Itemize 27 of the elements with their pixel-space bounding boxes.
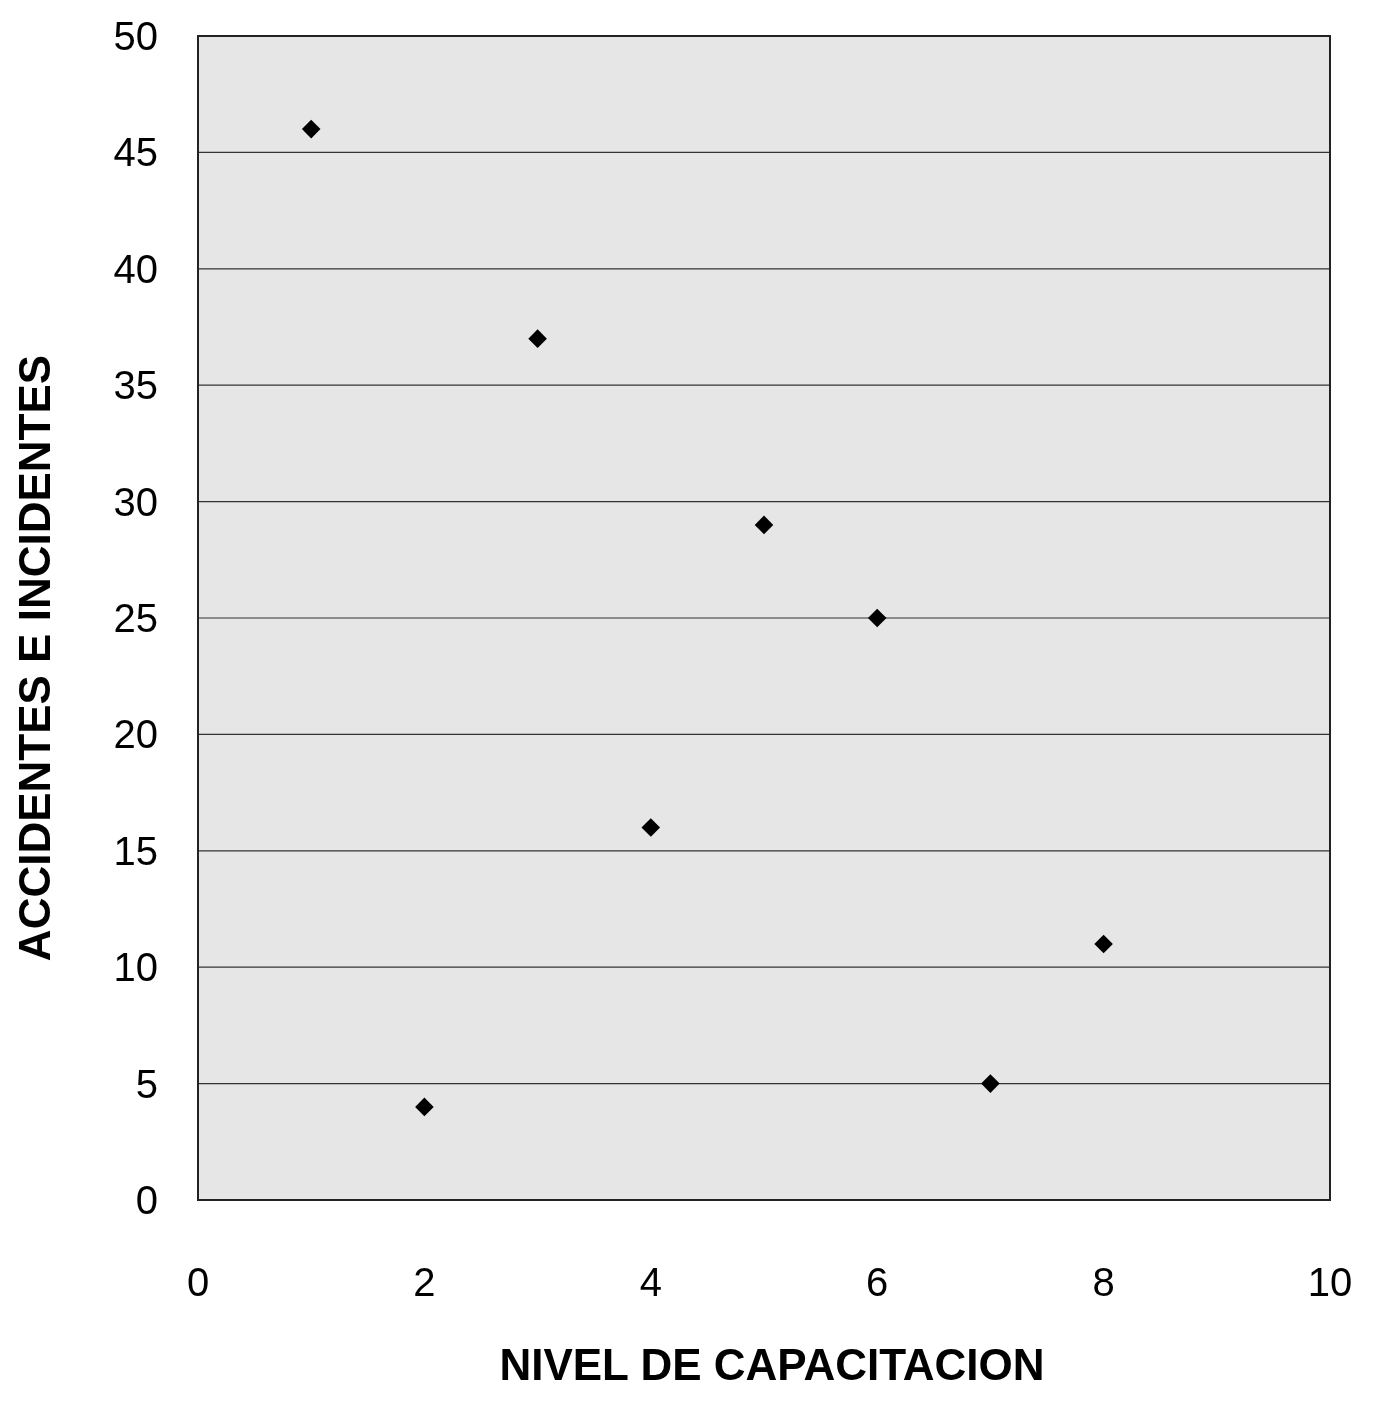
point	[415, 1097, 434, 1117]
y-tick-label: 15	[113, 828, 158, 873]
x-tick-label: 10	[1307, 1260, 1353, 1304]
x-tick-label: 8	[1092, 1260, 1115, 1304]
x-tick-label: 0	[186, 1260, 210, 1304]
y-tick-label: 10	[113, 945, 158, 990]
y-tick-label: 30	[113, 479, 158, 524]
y-tick-label: 40	[113, 246, 158, 291]
x-axis-title: NIVEL DE CAPACITACION	[499, 1340, 1045, 1389]
point	[867, 608, 887, 628]
point	[301, 119, 321, 139]
y-tick-label: 0	[135, 1178, 158, 1222]
y-tick-label: 20	[113, 712, 158, 757]
point	[641, 818, 661, 837]
x-tick-label: 4	[639, 1260, 662, 1304]
point	[1094, 934, 1113, 954]
y-tick-label: 50	[113, 14, 158, 58]
y-tick-label: 45	[113, 130, 158, 175]
x-tick-label: 2	[413, 1260, 436, 1304]
point	[754, 515, 774, 535]
y-axis-title: ACCIDENTES E INCIDENTES	[10, 354, 59, 962]
y-tick-label: 25	[113, 596, 158, 640]
point	[528, 329, 547, 348]
x-tick-label: 6	[866, 1260, 889, 1304]
point	[981, 1074, 1000, 1093]
y-tick-label: 5	[135, 1061, 158, 1106]
y-tick-label: 35	[113, 363, 158, 408]
